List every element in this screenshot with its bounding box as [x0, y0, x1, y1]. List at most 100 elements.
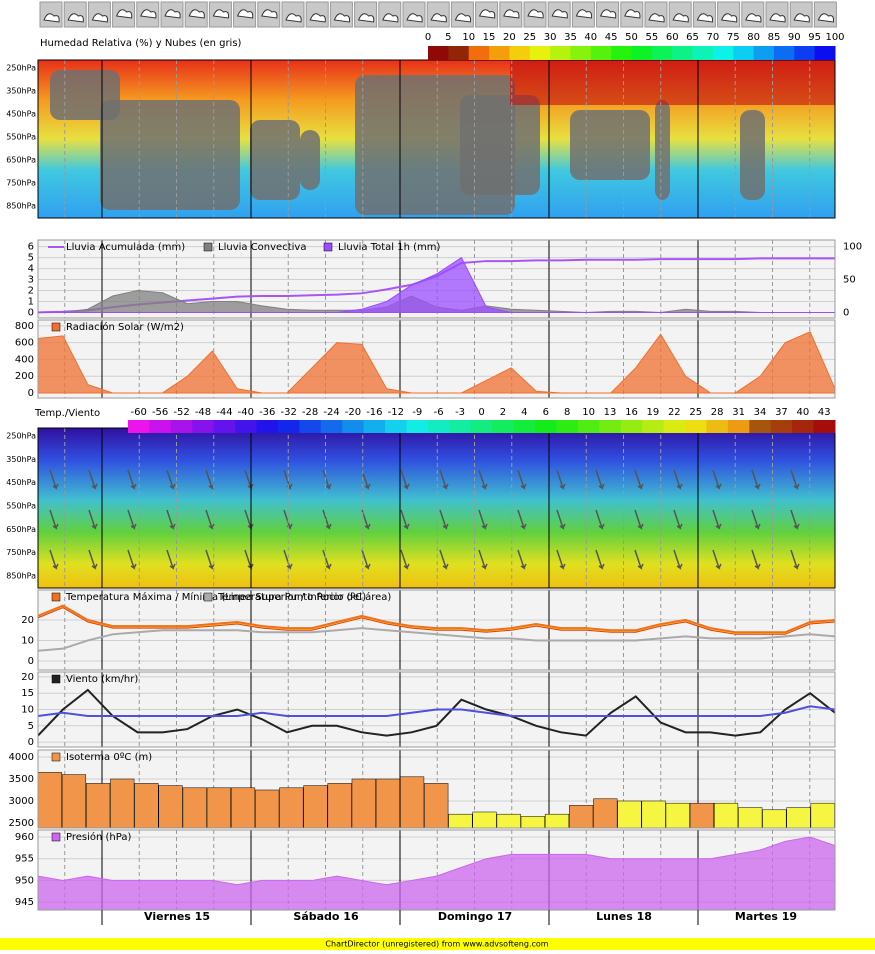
wind-barb [166, 469, 176, 490]
colorbar-cell [663, 420, 686, 433]
wind-barb [673, 509, 683, 530]
weather-icon-glyph [769, 13, 786, 23]
wind-barb [595, 509, 605, 530]
colorbar-cell [642, 420, 665, 433]
level-label: 250hPa [6, 432, 36, 441]
legend-symbol [51, 832, 61, 842]
wind-barb [790, 549, 800, 570]
bar [303, 785, 328, 829]
weather-icon-glyph [793, 13, 810, 23]
weather-icon-glyph [140, 9, 157, 19]
wind-barb [517, 469, 527, 490]
colorbar-cell [749, 420, 772, 433]
legend-label: Temperatura Máxima / Mínima (Linea Super… [65, 591, 391, 603]
colorbar-cell [692, 46, 714, 60]
colorbar-label: 65 [686, 32, 699, 43]
colorbar-cell [170, 420, 193, 433]
colorbar-label: -20 [345, 407, 361, 418]
weather-icon-glyph [624, 9, 641, 19]
colorbar-label: 31 [732, 407, 745, 418]
level-label: 350hPa [6, 87, 36, 96]
wind-barb [478, 509, 488, 530]
weather-icon-glyph [527, 9, 544, 19]
y-tick-label: 3 [28, 275, 34, 286]
wind-barb [400, 469, 410, 490]
wind-barb [127, 469, 137, 490]
wind-barb [439, 469, 449, 490]
colorbar-cell [773, 46, 795, 60]
colorbar-cell [672, 46, 694, 60]
line [37, 688, 836, 737]
colorbar-label: 95 [808, 32, 821, 43]
weather-icon-glyph [382, 13, 399, 23]
bar [86, 783, 111, 829]
colorbar-cell [449, 420, 472, 433]
colorbar-cell [235, 420, 258, 433]
y-tick-label: 3500 [9, 774, 34, 785]
day-label: Viernes 15 [144, 910, 210, 923]
y-tick-label: 0 [28, 388, 34, 399]
weather-icon-glyph [720, 13, 738, 23]
weather-icon-glyph [696, 13, 714, 23]
bar [496, 813, 521, 829]
bar [593, 798, 618, 829]
bar [110, 778, 135, 829]
bar [182, 787, 207, 829]
colorbar-cell [631, 46, 653, 60]
colorbar-label: -16 [366, 407, 382, 418]
wind-barb [205, 509, 215, 530]
colorbar-cell [813, 420, 836, 433]
colorbar-cell [706, 420, 729, 433]
y2-tick-label: 50 [843, 274, 856, 285]
wind-barb [127, 509, 137, 530]
field [38, 428, 835, 588]
colorbar-cell [513, 420, 536, 433]
footer-bar [0, 938, 875, 950]
y-tick-label: 15 [21, 688, 34, 699]
level-label: 550hPa [6, 502, 36, 511]
colorbar-cell [489, 46, 510, 60]
bar [689, 802, 714, 829]
wind-barb [88, 549, 98, 570]
colorbar-label: 60 [666, 32, 679, 43]
wind-barb [439, 549, 449, 570]
colorbar-cell [492, 420, 515, 433]
weather-icon-glyph [599, 9, 617, 19]
weather-icon-glyph [745, 13, 762, 23]
y2-tick-label: 0 [843, 307, 849, 318]
bar [810, 802, 835, 829]
colorbar-cell [550, 46, 571, 60]
wind-barb [400, 509, 410, 530]
y-tick-label: 600 [15, 338, 34, 349]
weather-icon-glyph [648, 13, 665, 23]
level-label: 250hPa [6, 64, 36, 73]
legend-symbol [51, 674, 61, 684]
colorbar-label: 70 [707, 32, 720, 43]
colorbar-label: 40 [584, 32, 597, 43]
colorbar-label: -48 [195, 407, 211, 418]
y-tick-label: 2 [28, 286, 34, 297]
colorbar-label: 45 [605, 32, 618, 43]
level-label: 750hPa [6, 179, 36, 188]
colorbar-label: 10 [462, 32, 475, 43]
colorbar-cell [448, 46, 470, 60]
legend-symbol [203, 242, 213, 252]
colorbar-label: 28 [711, 407, 724, 418]
level-label: 650hPa [6, 156, 36, 165]
y-tick-label: 5 [28, 721, 34, 732]
wind-barb [673, 549, 683, 570]
wind-barb [361, 549, 371, 570]
wind-barb [790, 509, 800, 530]
bar [424, 783, 449, 829]
wind-barb [556, 509, 566, 530]
colorbar-cell [342, 420, 365, 433]
day-label: Martes 19 [735, 910, 797, 923]
colorbar-cell [509, 46, 531, 60]
wind-barb [595, 549, 605, 570]
weather-icon-glyph [454, 13, 472, 23]
colorbar-cell [427, 420, 450, 433]
colorbar-cell [577, 420, 600, 433]
wind-barb [88, 469, 98, 490]
colorbar-cell [470, 420, 493, 433]
